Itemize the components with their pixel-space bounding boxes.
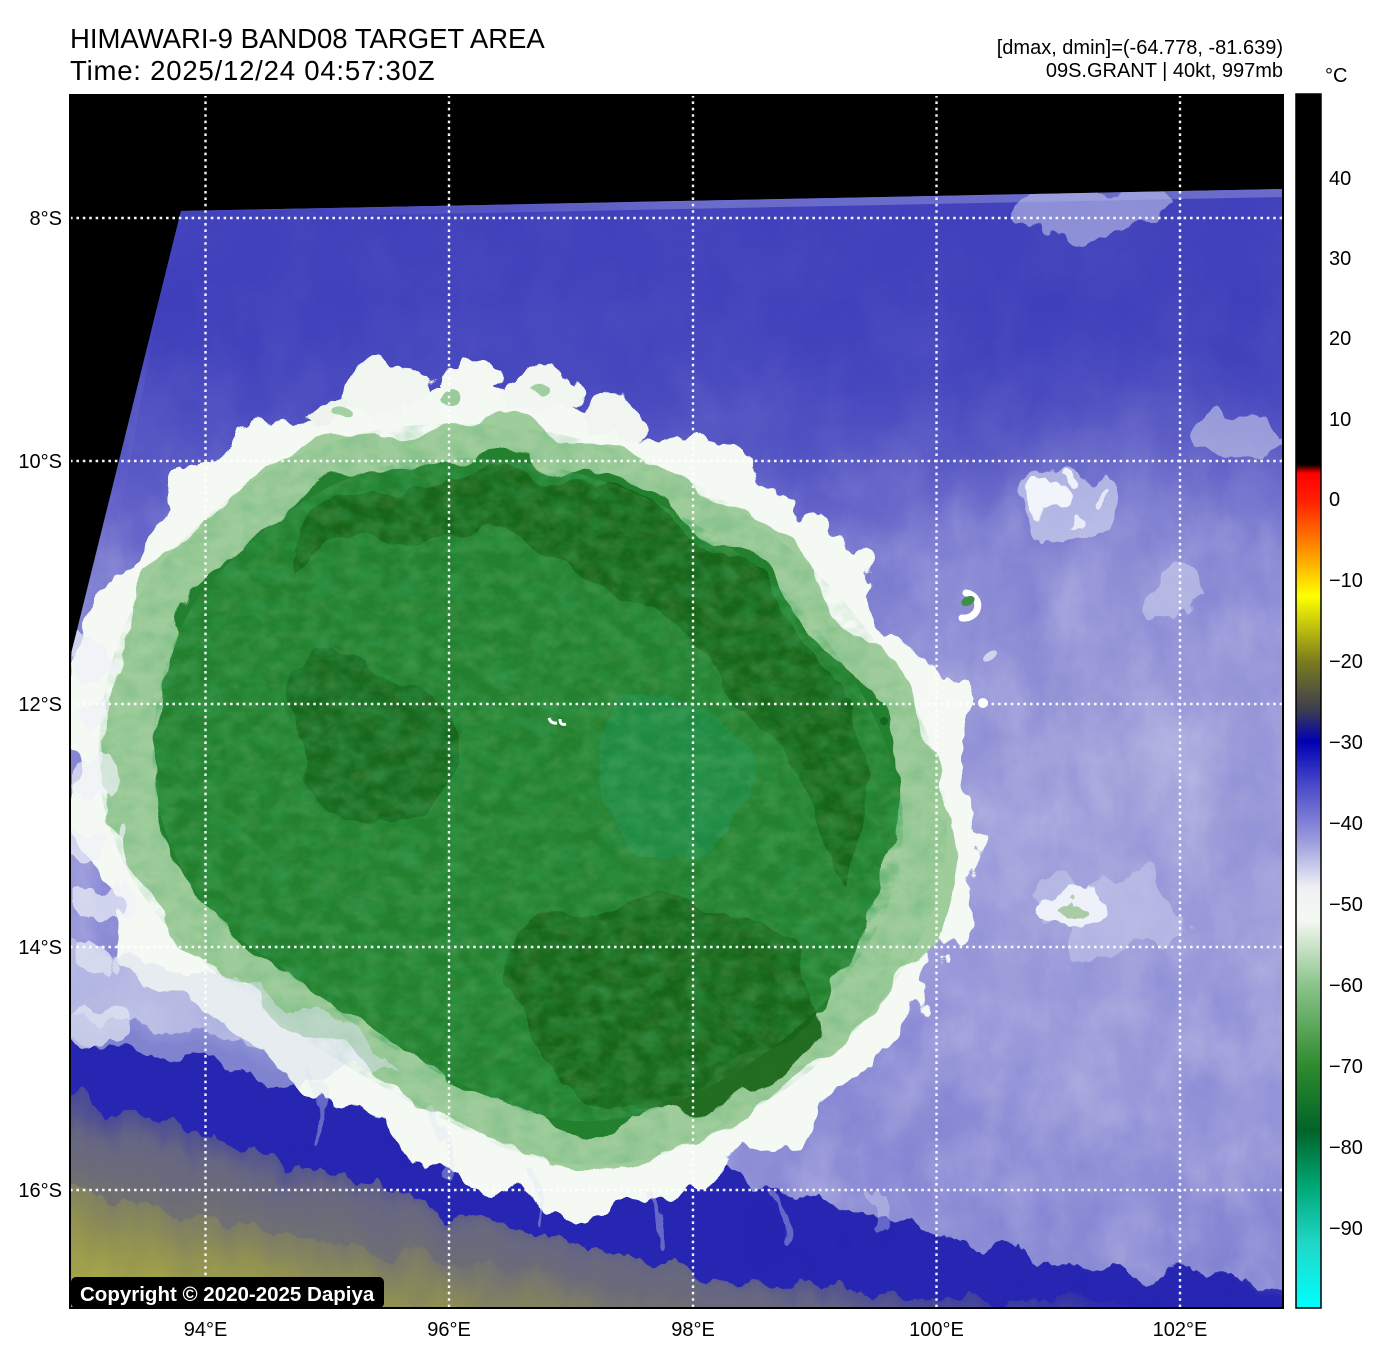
svg-text:94°E: 94°E — [184, 1319, 228, 1341]
svg-text:−10: −10 — [1329, 570, 1363, 592]
svg-text:−40: −40 — [1329, 813, 1363, 835]
svg-text:09S.GRANT | 40kt, 997mb: 09S.GRANT | 40kt, 997mb — [1046, 60, 1283, 82]
svg-text:16°S: 16°S — [18, 1180, 62, 1202]
svg-text:[dmax, dmin]=(-64.778, -81.639: [dmax, dmin]=(-64.778, -81.639) — [997, 37, 1283, 59]
svg-text:96°E: 96°E — [427, 1319, 471, 1341]
svg-text:HIMAWARI-9 BAND08 TARGET AREA: HIMAWARI-9 BAND08 TARGET AREA — [70, 23, 545, 54]
svg-text:20: 20 — [1329, 328, 1351, 350]
svg-text:102°E: 102°E — [1153, 1319, 1208, 1341]
svg-text:100°E: 100°E — [909, 1319, 964, 1341]
svg-text:10: 10 — [1329, 409, 1351, 431]
svg-text:−30: −30 — [1329, 732, 1363, 754]
svg-text:°C: °C — [1325, 65, 1347, 87]
svg-text:10°S: 10°S — [18, 451, 62, 473]
svg-text:0: 0 — [1329, 489, 1340, 511]
svg-text:40: 40 — [1329, 168, 1351, 190]
svg-text:Time: 2025/12/24 04:57:30Z: Time: 2025/12/24 04:57:30Z — [70, 55, 435, 86]
svg-text:14°S: 14°S — [18, 937, 62, 959]
svg-text:−60: −60 — [1329, 975, 1363, 997]
svg-text:12°S: 12°S — [18, 694, 62, 716]
svg-text:8°S: 8°S — [30, 208, 62, 230]
svg-text:98°E: 98°E — [671, 1319, 715, 1341]
svg-text:−80: −80 — [1329, 1137, 1363, 1159]
svg-text:−20: −20 — [1329, 651, 1363, 673]
svg-text:30: 30 — [1329, 248, 1351, 270]
svg-text:−90: −90 — [1329, 1218, 1363, 1240]
svg-text:Copyright © 2020-2025 Dapiya: Copyright © 2020-2025 Dapiya — [80, 1283, 375, 1306]
svg-text:−70: −70 — [1329, 1056, 1363, 1078]
svg-text:−50: −50 — [1329, 894, 1363, 916]
